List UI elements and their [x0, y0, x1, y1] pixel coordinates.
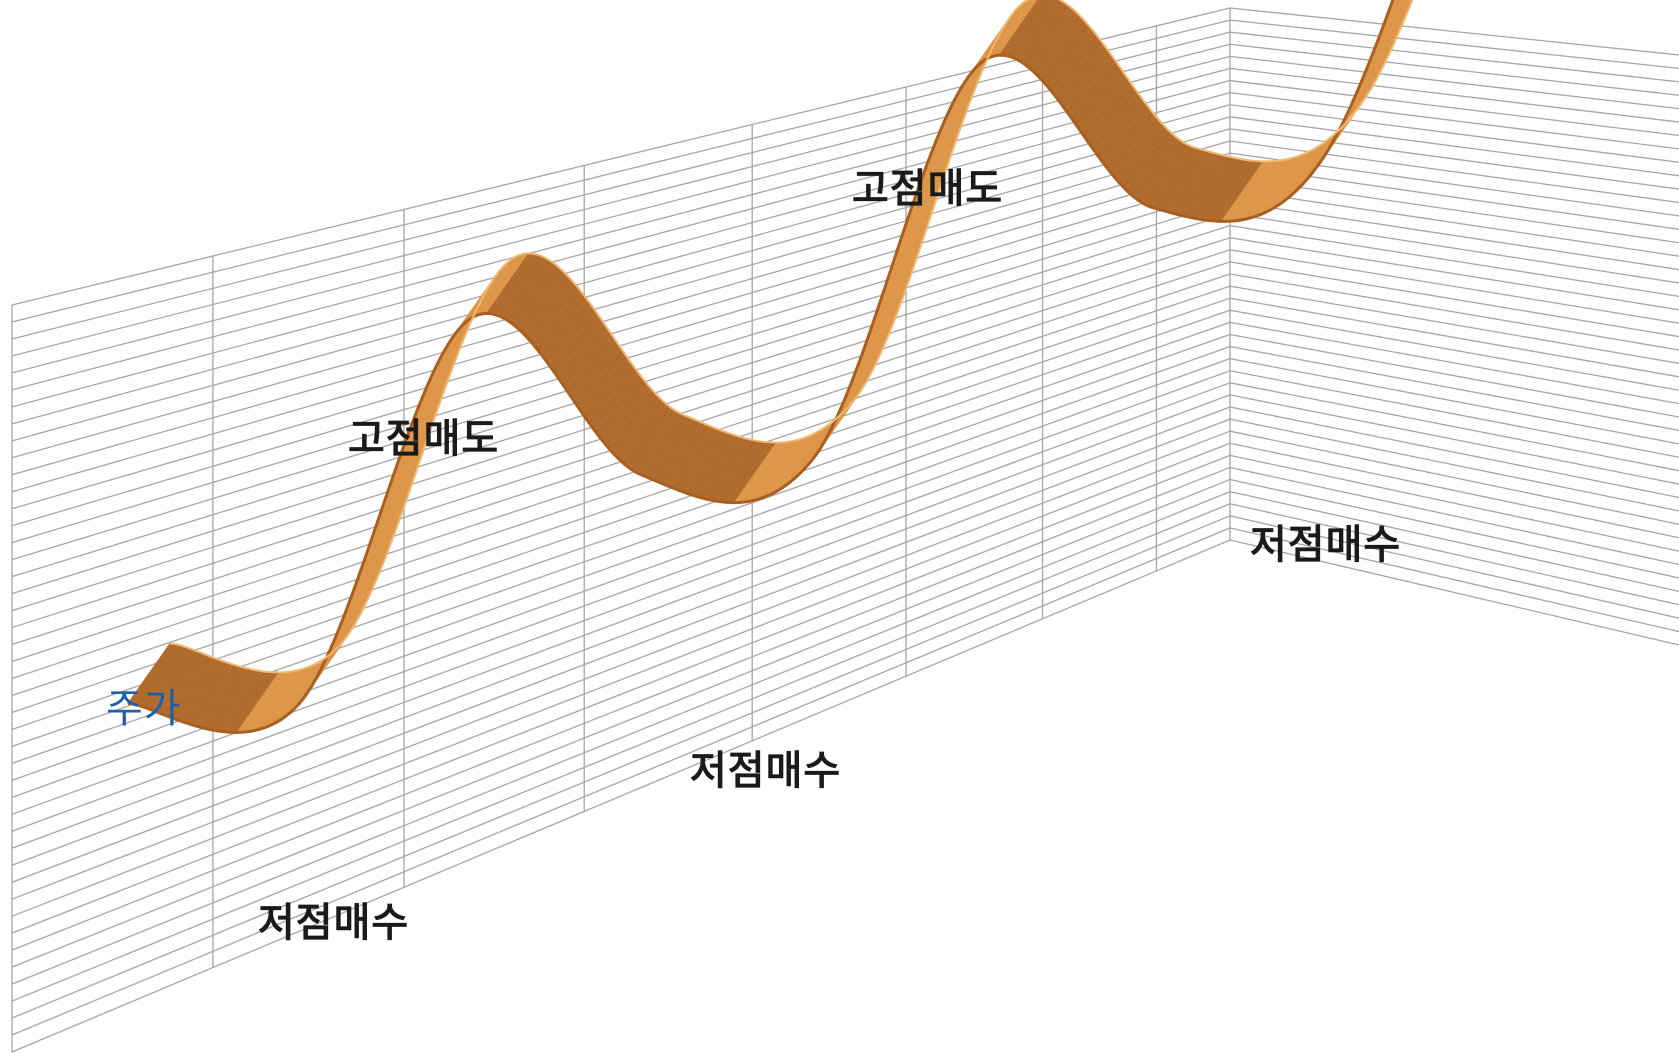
side-wall-gridline-h — [1229, 406, 1679, 499]
back-wall-gridline-h — [11, 140, 1231, 493]
series-ribbon — [126, 0, 1414, 734]
back-wall-gridline-h — [11, 527, 1231, 1036]
side-wall-gridline-h — [1229, 430, 1679, 525]
back-wall-gridline-h — [11, 370, 1231, 815]
side-wall-gridline-h — [1229, 176, 1679, 244]
side-wall-gridline-h — [1229, 442, 1679, 539]
back-wall-gridline-h — [11, 285, 1231, 697]
side-wall-gridline-h — [1229, 212, 1679, 284]
back-wall-gridline-h — [11, 442, 1231, 917]
annotation-label-4: 고점매도 — [852, 166, 1004, 212]
ribbon-top-edge — [169, 0, 1414, 674]
annotation-label-1: 저점매수 — [258, 900, 410, 946]
annotation-label-3: 저점매수 — [690, 748, 842, 794]
side-wall-gridline-h — [1229, 67, 1679, 123]
ribbon-front-edge — [127, 0, 1395, 734]
side-wall-gridline-h — [1229, 140, 1679, 204]
back-wall-gridline-h — [11, 273, 1231, 680]
side-wall-gridline-h — [1229, 345, 1679, 432]
side-wall-gridline-h — [1229, 261, 1679, 338]
side-wall-gridline-h — [1229, 91, 1679, 150]
back-wall-gridline-h — [11, 31, 1231, 340]
back-wall-gridline-h — [11, 478, 1231, 968]
back-wall-gridline-h — [11, 79, 1231, 408]
annotation-label-5: 저점매수 — [1250, 522, 1402, 568]
back-wall-gridline-h — [11, 67, 1231, 391]
back-wall-gridline-h — [11, 418, 1231, 883]
side-wall-gridline-h — [1229, 503, 1679, 606]
back-wall-gridline-h — [11, 491, 1231, 985]
back-wall-gridline-h — [11, 19, 1231, 323]
side-wall-gridline-h — [1229, 309, 1679, 391]
side-wall-gridline-h — [1229, 55, 1679, 110]
side-wall-gridline-h — [1229, 527, 1679, 633]
back-wall-gridline-h — [11, 454, 1231, 934]
side-wall-gridline-h — [1229, 466, 1679, 566]
side-wall-gridline-h — [1229, 31, 1679, 83]
back-wall-gridline-h — [11, 104, 1231, 442]
side-wall-gridline-h — [1229, 224, 1679, 298]
side-wall-gridline-h — [1229, 394, 1679, 485]
back-wall-gridline-h — [11, 43, 1231, 357]
back-wall-gridline-h — [11, 92, 1231, 425]
side-wall-gridline-h — [1229, 79, 1679, 137]
series-label: 주가 — [106, 686, 182, 732]
side-wall-gridline-h — [1229, 200, 1679, 271]
back-wall-gridline-h — [11, 116, 1231, 459]
back-wall-gridline-h — [11, 466, 1231, 951]
back-wall-gridline-h — [11, 503, 1231, 1002]
side-wall-gridline-h — [1229, 249, 1679, 324]
side-wall-gridline-h — [1229, 491, 1679, 592]
side-wall-gridline-h — [1229, 333, 1679, 418]
back-wall-gridline-h — [11, 152, 1231, 510]
side-wall-gridline-h — [1229, 454, 1679, 552]
annotation-label-2: 고점매도 — [348, 416, 500, 462]
side-wall-gridline-h — [1229, 7, 1679, 56]
back-wall-gridline-h — [11, 55, 1231, 374]
side-wall-gridline-h — [1229, 237, 1679, 311]
side-wall-gridline-h — [1229, 321, 1679, 405]
back-wall-gridline-h — [11, 430, 1231, 900]
back-wall-gridline-h — [11, 394, 1231, 849]
side-wall-gridline-h — [1229, 273, 1679, 351]
side-wall-gridline-h — [1229, 285, 1679, 365]
side-wall-gridline-h — [1229, 104, 1679, 163]
back-wall-gridline-h — [11, 382, 1231, 832]
side-wall-gridline-h — [1229, 43, 1679, 96]
side-wall-gridline-h — [1229, 19, 1679, 70]
back-wall-gridline-h — [11, 164, 1231, 527]
side-wall-gridline-h — [1229, 297, 1679, 378]
side-wall-gridline-h — [1229, 418, 1679, 512]
side-wall-gridline-h — [1229, 539, 1679, 646]
side-wall-gridline-h — [1229, 128, 1679, 190]
side-wall-gridline-h — [1229, 188, 1679, 257]
side-wall-gridline-h — [1229, 515, 1679, 619]
side-wall-gridline-h — [1229, 370, 1679, 458]
back-wall-gridline-h — [11, 515, 1231, 1019]
back-wall-gridline-h — [11, 128, 1231, 476]
back-wall-gridline-h — [11, 406, 1231, 866]
side-wall-gridline-h — [1229, 116, 1679, 177]
back-wall-gridline-h — [11, 297, 1231, 714]
back-wall-gridline-h — [11, 539, 1231, 1053]
chart-back-wall — [11, 7, 1231, 1053]
side-wall-gridline-h — [1229, 382, 1679, 472]
side-wall-gridline-h — [1229, 478, 1679, 579]
side-wall-gridline-h — [1229, 357, 1679, 445]
